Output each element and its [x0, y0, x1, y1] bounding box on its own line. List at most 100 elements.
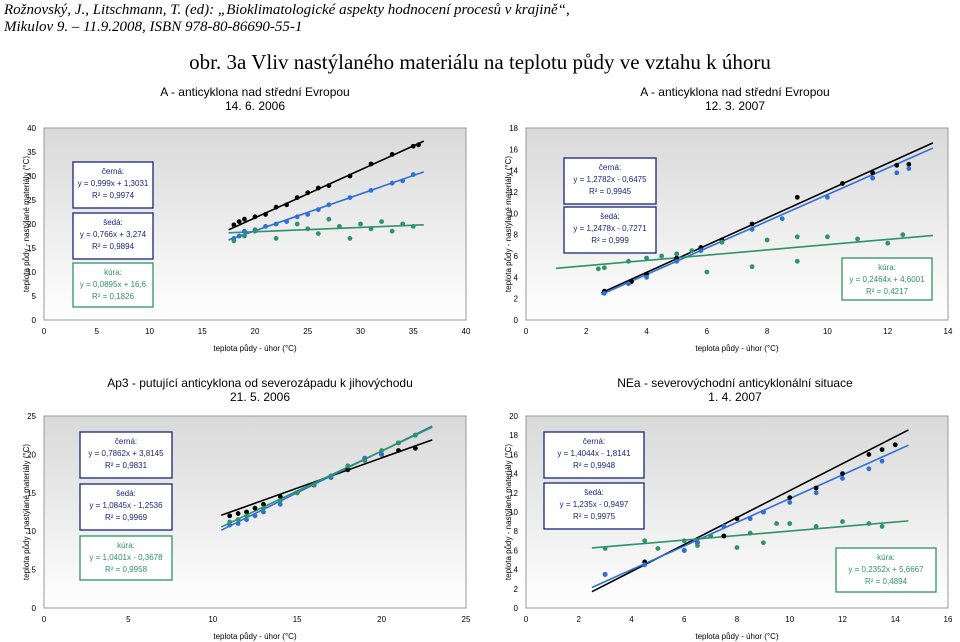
chart2-title-line2: 12. 3. 2007	[704, 99, 766, 113]
chart4-point-černá	[879, 447, 885, 452]
chart1-point-šedá	[326, 202, 332, 208]
chart2-subtitle: A - anticyklona nad střední Evropou 12. …	[610, 85, 860, 113]
chart1-point-šedá	[389, 180, 395, 186]
chart1-equation-box-šedá: šedá: y = 0,766x + 3,274 R² = 0,9894	[72, 212, 154, 260]
chart2-point-kúra	[855, 236, 860, 242]
chart4-r-squared: R² = 0,9975	[573, 512, 616, 521]
chart1-point-šedá	[315, 207, 321, 212]
chart4-point-kúra	[708, 533, 714, 539]
chart1-series-name: černá:	[102, 167, 124, 176]
chart-1: 0 5 10 15 20 25 30 35 40 0 5 10 15 20 25 30 35 40 teplota …	[22, 124, 471, 353]
chart1-equation-box-frame	[72, 212, 154, 260]
chart4-x-tick-label: 6	[682, 615, 687, 624]
chart2-point-kúra	[794, 234, 800, 240]
chart3-r-squared: R² = 0,9958	[105, 565, 148, 574]
chart1-y-tick-label: 15	[27, 244, 36, 253]
chart3-x-tick-label: 0	[42, 615, 47, 624]
chart4-point-kúra	[813, 524, 819, 529]
chart1-y-axis-label: teplota půdy - nastýlané materiály (°C)	[22, 156, 31, 292]
chart4-r-squared: R² = 0,9948	[573, 461, 616, 470]
chart1-y-tick-label: 0	[32, 316, 37, 325]
chart4-point-černá	[813, 485, 819, 491]
chart1-point-šedá	[368, 188, 374, 193]
chart2-trendline-černá	[601, 142, 934, 294]
chart3-point-černá	[235, 511, 241, 516]
chart2-y-tick-label: 2	[514, 295, 519, 304]
chart1-point-kúra	[315, 231, 321, 236]
chart1-point-černá	[263, 212, 268, 217]
chart2-x-tick-label: 6	[705, 327, 710, 336]
chart2-r-squared: R² = 0,999	[591, 236, 629, 245]
chart1-equation: y = 0,0895x + 16,6	[80, 280, 147, 289]
chart3-point-kúra	[244, 513, 249, 519]
chart1-point-šedá	[236, 233, 242, 239]
chart2-point-kúra	[601, 265, 607, 271]
chart4-y-tick-label: 14	[509, 470, 518, 479]
chart1-point-černá	[305, 190, 311, 196]
chart1-point-černá	[284, 202, 290, 208]
chart1-point-černá	[273, 204, 279, 210]
chart2-y-tick-label: 4	[514, 273, 519, 282]
chart4-equation: y = 0,2352x + 5,6667	[848, 565, 924, 574]
chart3-y-tick-label: 10	[27, 527, 36, 536]
chart3-point-černá	[396, 448, 401, 453]
chart4-r-squared: R² = 0,4894	[865, 577, 908, 586]
chart4-y-tick-label: 10	[509, 508, 518, 517]
chart2-y-tick-label: 12	[509, 188, 518, 197]
chart2-point-šedá	[906, 166, 912, 171]
figure-title: obr. 3a Vliv nastýlaného materiálu na te…	[189, 50, 771, 74]
chart1-equation-box-frame	[72, 161, 154, 209]
chart3-point-černá	[227, 513, 233, 519]
chart1-point-černá	[242, 216, 247, 222]
chart2-point-kúra	[900, 232, 906, 238]
chart4-equation: y = 1,235x - 0,9497	[560, 500, 629, 509]
chart1-point-šedá	[273, 221, 279, 227]
citation-line-2: Mikulov 9. – 11.9.2008, ISBN 978-80-8669…	[4, 19, 303, 35]
chart4-point-černá	[734, 516, 740, 522]
chart1-equation: y = 0,766x + 3,274	[80, 230, 147, 239]
chart2-point-černá	[870, 170, 876, 176]
chart4-point-kúra	[642, 538, 648, 544]
chart3-point-šedá	[244, 517, 249, 523]
chart2-point-kúra	[595, 266, 601, 272]
chart4-series-name: černá:	[583, 437, 605, 446]
chart2-equation-box-černá: černá: y = 1,2782x - 0,6475 R² = 0,9945	[563, 157, 657, 205]
chart2-point-kúra	[794, 258, 800, 264]
chart2-x-tick-label: 0	[524, 327, 529, 336]
chart4-subtitle: NEa - severovýchodní anticyklonální situ…	[585, 376, 885, 404]
chart3-point-šedá	[252, 513, 258, 519]
chart3-x-axis-label: teplota půdy - úhor (°C)	[213, 632, 297, 641]
chart2-point-kúra	[749, 264, 755, 270]
chart4-x-tick-label: 10	[785, 615, 794, 624]
chart1-point-černá	[416, 142, 421, 148]
chart1-title-line2: 14. 6. 2006	[224, 99, 286, 113]
chart1-point-kúra	[273, 236, 279, 241]
chart1-point-kúra	[326, 216, 332, 222]
chart1-point-černá	[315, 185, 321, 191]
chart4-equation-box-černá: černá: y = 1,4044x - 1,8141 R² = 0,9948	[543, 431, 645, 479]
chart3-series-name: černá:	[115, 437, 137, 446]
chart1-point-šedá	[400, 178, 406, 184]
chart4-point-šedá	[721, 524, 727, 529]
chart4-series-name: kúra:	[877, 553, 895, 562]
chart1-x-tick-label: 30	[356, 327, 365, 336]
chart2-equation-box-frame	[563, 157, 657, 205]
chart3-point-kúra	[362, 458, 368, 463]
chart1-r-squared: R² = 0,1826	[92, 292, 135, 301]
chart2-trendline-kúra	[556, 234, 933, 270]
chart3-title-line2: 21. 5. 2006	[229, 390, 291, 404]
chart3-r-squared: R² = 0,9831	[105, 461, 148, 470]
chart1-point-kúra	[358, 221, 363, 227]
chart1-point-kúra	[294, 221, 300, 227]
chart2-point-černá	[894, 162, 900, 168]
chart4-x-tick-label: 2	[577, 615, 582, 624]
chart1-x-axis-label: teplota půdy - úhor (°C)	[213, 344, 297, 353]
chart4-equation-box-frame	[543, 482, 645, 530]
chart1-point-kúra	[305, 226, 311, 232]
chart2-equation: y = 1,2782x - 0,6475	[573, 175, 647, 184]
chart4-point-kúra	[747, 530, 753, 536]
chart3-point-šedá	[277, 501, 283, 507]
chart2-x-tick-label: 8	[765, 327, 770, 336]
chart2-point-šedá	[601, 290, 607, 296]
